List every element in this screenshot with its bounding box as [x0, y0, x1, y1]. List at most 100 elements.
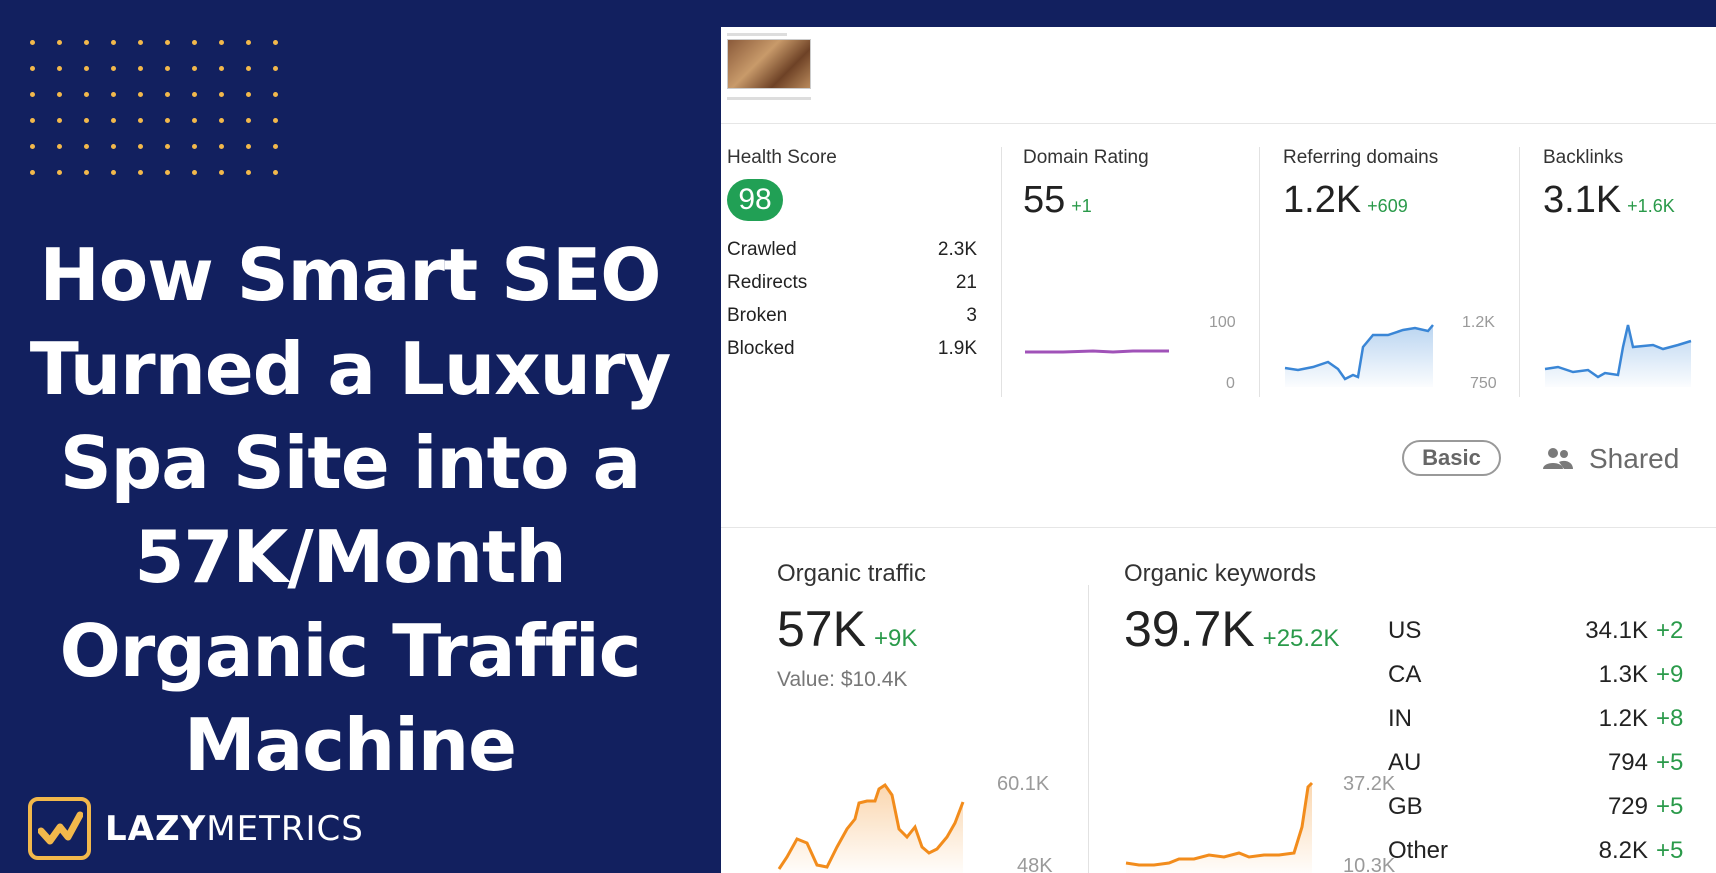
country-value: 34.1K: [1585, 617, 1648, 644]
organic-keywords-chart: [1125, 781, 1314, 873]
metric-title: Domain Rating: [1023, 147, 1149, 168]
metric-title: Health Score: [727, 147, 837, 168]
chart-check-icon: [28, 797, 91, 860]
country-row[interactable]: Other 8.2K +5: [1388, 829, 1716, 873]
domain-rating-value: 55: [1023, 179, 1066, 221]
country-code: Other: [1388, 837, 1449, 864]
dot: [57, 170, 62, 175]
site-thumbnail[interactable]: [727, 39, 811, 89]
dot: [57, 118, 62, 123]
promo-panel: How Smart SEO Turned a Luxury Spa Site i…: [0, 0, 720, 873]
dot: [138, 92, 143, 97]
dot: [84, 144, 89, 149]
crawl-label: Redirects: [727, 272, 808, 293]
dot: [111, 66, 116, 71]
health-score-badge[interactable]: 98: [727, 179, 783, 221]
dot: [165, 40, 170, 45]
dot: [30, 92, 35, 97]
dot: [57, 92, 62, 97]
dot: [84, 118, 89, 123]
metric-delta: +1.6K: [1627, 196, 1675, 216]
divider: [1088, 585, 1089, 873]
country-value: 794: [1607, 749, 1648, 776]
backlinks-sparkline: [1544, 324, 1692, 387]
dot: [273, 118, 278, 123]
crawl-value: 3: [966, 305, 977, 326]
headline-line: Spa Site into a: [59, 421, 641, 505]
organic-traffic-value: 57K: [777, 601, 866, 657]
brand-logo: LAZYMETRICS: [28, 797, 364, 860]
organic-keywords-title: Organic keywords: [1124, 560, 1317, 587]
country-delta: +5: [1656, 749, 1684, 776]
country-code: CA: [1388, 661, 1422, 688]
users-icon: [1543, 448, 1573, 469]
country-code: IN: [1388, 705, 1412, 732]
shared-label: Shared: [1589, 443, 1680, 474]
referring-domains-sparkline: [1284, 324, 1434, 387]
domain-rating-sparkline: [1025, 349, 1169, 354]
dot: [111, 170, 116, 175]
metric-value: 3.1K +1.6K: [1543, 179, 1675, 222]
health-score-card: Health Score 98 Crawled 2.3K Redirects 21 …: [727, 147, 977, 365]
organic-traffic-chart: [777, 782, 965, 873]
dot: [30, 170, 35, 175]
dot: [219, 66, 224, 71]
crawl-label: Broken: [727, 305, 788, 326]
backlinks-card: Backlinks 3.1K +1.6K: [1543, 147, 1675, 222]
dot: [165, 170, 170, 175]
metric-delta: +1: [1071, 196, 1092, 216]
dot: [111, 118, 116, 123]
crawl-row[interactable]: Blocked 1.9K: [727, 332, 977, 365]
country-row[interactable]: IN 1.2K +8: [1388, 697, 1716, 741]
country-row[interactable]: CA 1.3K +9: [1388, 653, 1716, 697]
dot: [57, 40, 62, 45]
organic-traffic-title: Organic traffic: [777, 560, 926, 587]
dot: [273, 66, 278, 71]
traffic-value-line: Value: $10.4K: [777, 668, 908, 691]
dot: [30, 118, 35, 123]
divider: [1001, 147, 1002, 397]
dot: [192, 66, 197, 71]
metric-title: Referring domains: [1283, 147, 1439, 168]
plan-badge[interactable]: Basic: [1402, 440, 1501, 476]
metric-title: Backlinks: [1543, 147, 1624, 168]
site-preview-footer: [727, 97, 811, 100]
shared-indicator[interactable]: Shared: [1543, 443, 1679, 475]
crawl-stats: Crawled 2.3K Redirects 21 Broken 3 Blocked 1…: [727, 233, 977, 365]
headline-line: Machine: [184, 703, 517, 787]
dot: [192, 118, 197, 123]
country-value: 1.3K: [1598, 661, 1648, 688]
dot: [246, 66, 251, 71]
country-row[interactable]: AU 794 +5: [1388, 741, 1716, 785]
country-row[interactable]: US 34.1K +2: [1388, 609, 1716, 653]
dot: [273, 92, 278, 97]
brand-name-light: METRICS: [206, 808, 364, 849]
country-delta: +5: [1656, 793, 1684, 820]
headline-line: Organic Traffic: [59, 609, 642, 693]
dot: [192, 144, 197, 149]
dot: [219, 144, 224, 149]
metric-delta: +609: [1367, 196, 1408, 216]
dot: [246, 144, 251, 149]
crawl-row[interactable]: Broken 3: [727, 299, 977, 332]
dot: [165, 144, 170, 149]
dot: [84, 66, 89, 71]
dot: [138, 144, 143, 149]
metric-value: 39.7K +25.2K: [1124, 600, 1339, 658]
metric-value: 1.2K +609: [1283, 179, 1438, 222]
dot: [273, 144, 278, 149]
dot-pattern: [30, 40, 310, 200]
country-delta: +8: [1656, 705, 1684, 732]
crawl-row[interactable]: Redirects 21: [727, 266, 977, 299]
crawl-row[interactable]: Crawled 2.3K: [727, 233, 977, 266]
country-row[interactable]: GB 729 +5: [1388, 785, 1716, 829]
country-code: US: [1388, 617, 1422, 644]
axis-label: 100: [1209, 314, 1236, 331]
axis-label: 0: [1226, 375, 1235, 392]
axis-label: 48K: [1017, 855, 1053, 873]
dot: [138, 40, 143, 45]
dot: [30, 66, 35, 71]
headline-line: Turned a Luxury: [29, 327, 672, 411]
dot: [111, 92, 116, 97]
organic-traffic-card: Organic traffic 57K +9K Value: $10.4K: [777, 560, 926, 692]
